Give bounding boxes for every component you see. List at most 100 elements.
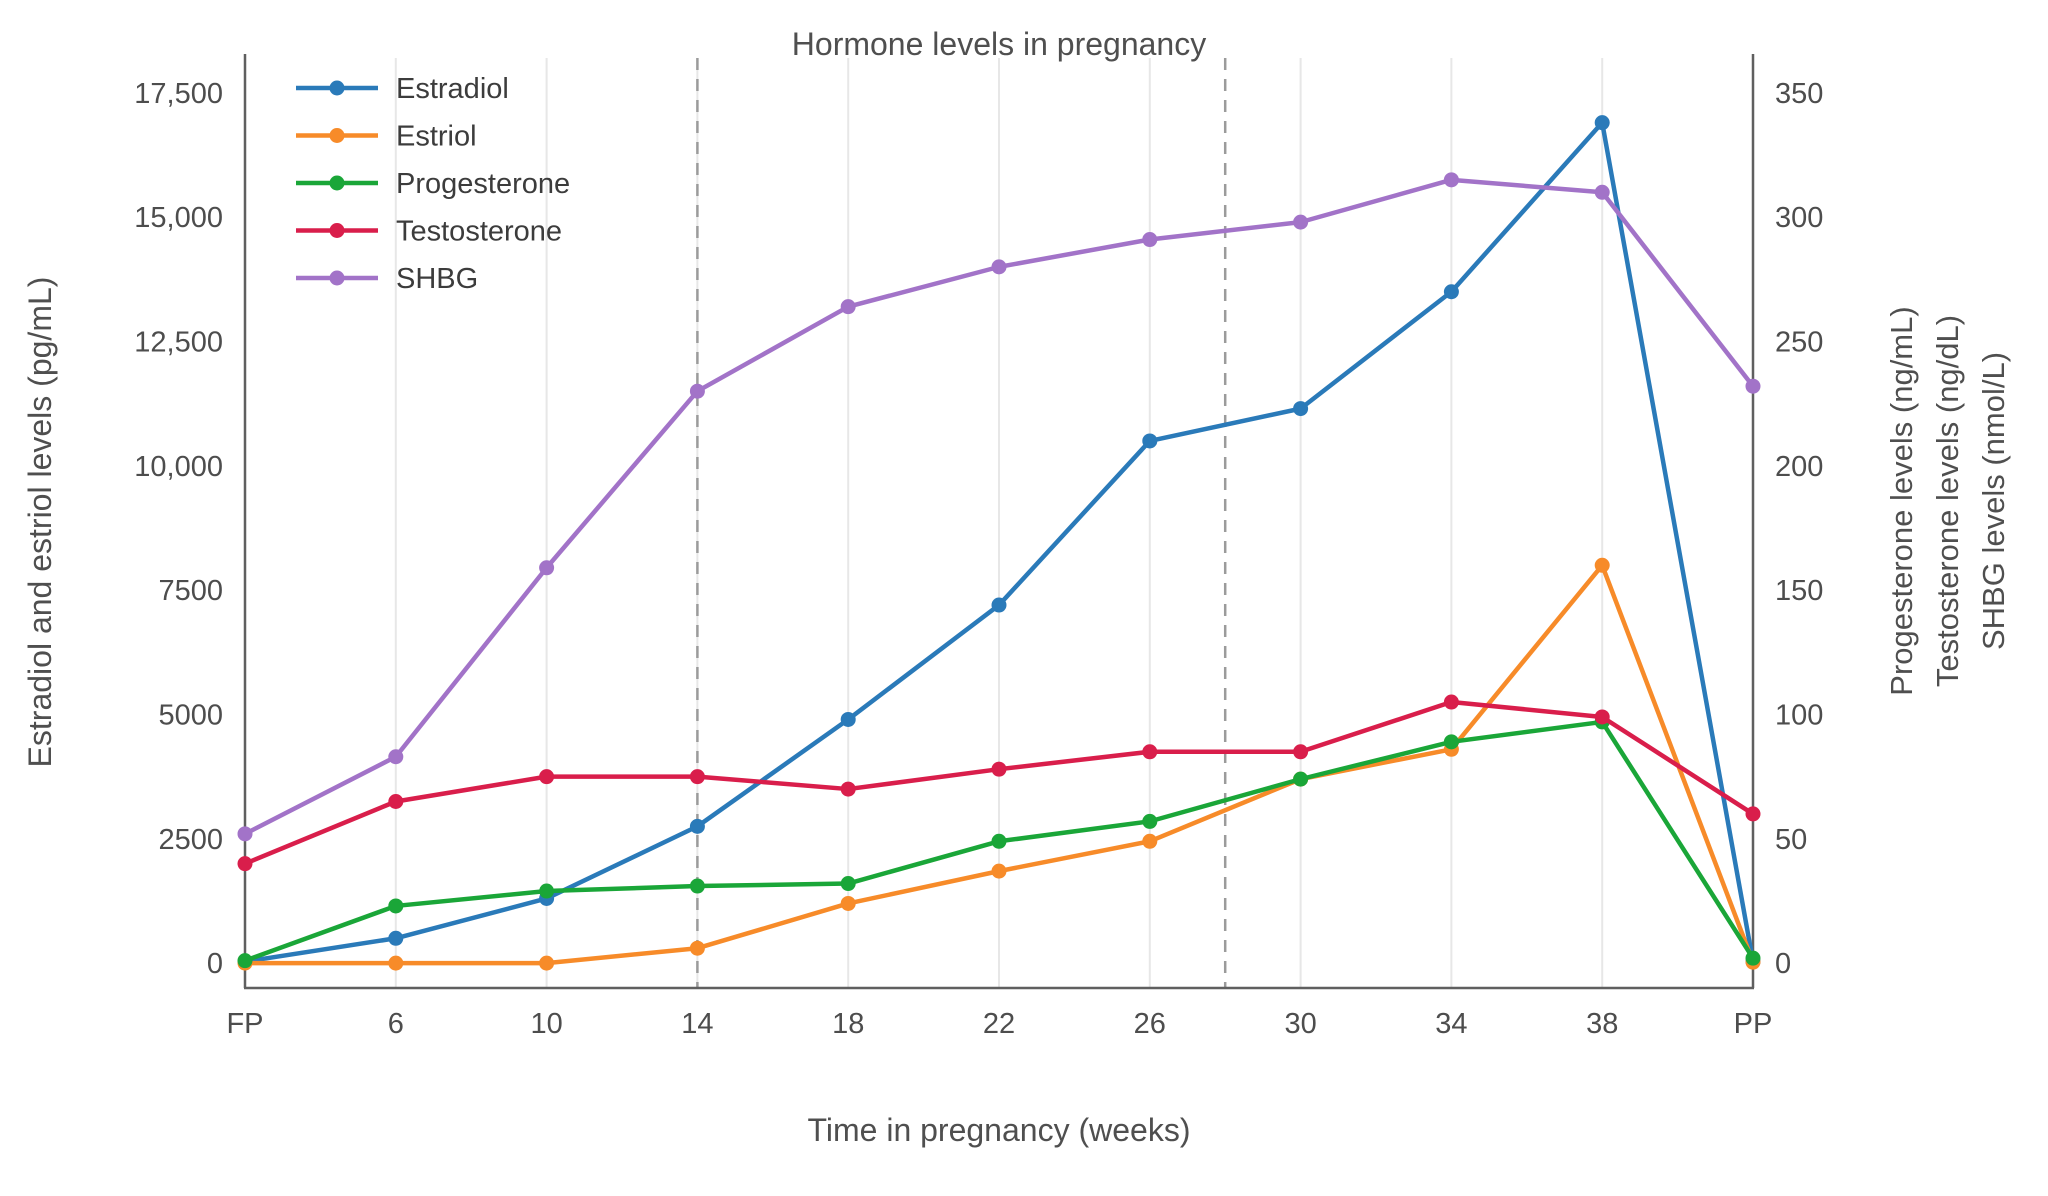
left-axis-tick-label: 12,500	[134, 326, 223, 358]
data-point-estriol	[991, 863, 1007, 879]
chart-title: Hormone levels in pregnancy	[791, 26, 1207, 62]
data-point-progesterone	[1745, 950, 1761, 966]
data-point-shbg	[1293, 214, 1309, 230]
series-shbg	[237, 172, 1761, 842]
series-testosterone	[237, 694, 1761, 872]
legend-item-estriol[interactable]: Estriol	[296, 121, 477, 153]
data-point-shbg	[1745, 378, 1761, 394]
data-point-shbg	[388, 749, 404, 765]
data-point-shbg	[1594, 184, 1610, 200]
x-axis-tick-label: 22	[983, 1008, 1015, 1040]
legend-marker-swatch	[329, 270, 345, 286]
data-point-shbg	[237, 826, 253, 842]
x-axis-title: Time in pregnancy (weeks)	[807, 1112, 1191, 1148]
legend-item-testosterone[interactable]: Testosterone	[296, 216, 562, 248]
x-axis-tick-label: 30	[1284, 1008, 1316, 1040]
x-axis-tick-label: 6	[388, 1008, 404, 1040]
x-axis-tick-label: 18	[832, 1008, 864, 1040]
data-point-shbg	[689, 383, 705, 399]
x-axis-tick-label: 34	[1435, 1008, 1467, 1040]
left-axis-tick-label: 0	[207, 948, 223, 980]
legend-marker-swatch	[329, 128, 345, 143]
left-axis-tick-label: 5000	[158, 699, 223, 731]
right-axis-tick-label: 0	[1775, 948, 1791, 980]
legend-label: SHBG	[396, 263, 478, 295]
right-axis-title-shbg: SHBG levels (nmol/L)	[1976, 351, 2011, 651]
data-point-shbg	[539, 560, 555, 576]
data-point-testosterone	[539, 769, 555, 785]
right-axis-tick-label: 150	[1775, 575, 1823, 607]
data-point-estradiol	[388, 930, 404, 946]
data-point-estradiol	[1443, 284, 1459, 300]
data-point-testosterone	[388, 794, 404, 810]
data-point-progesterone	[237, 953, 253, 969]
data-point-estradiol	[840, 711, 856, 727]
x-axis-tick-label: PP	[1734, 1008, 1773, 1040]
right-axis-tick-label: 300	[1775, 202, 1823, 234]
data-point-estriol	[388, 955, 404, 971]
data-point-progesterone	[991, 833, 1007, 849]
series-estradiol	[237, 115, 1761, 970]
legend-label: Estradiol	[396, 73, 509, 105]
data-point-testosterone	[991, 761, 1007, 777]
right-axis-tick-label: 200	[1775, 451, 1823, 483]
legend-item-estradiol[interactable]: Estradiol	[296, 73, 509, 105]
data-point-testosterone	[1142, 744, 1158, 760]
left-axis-title: Estradiol and estriol levels (pg/mL)	[22, 276, 58, 768]
data-point-estradiol	[1293, 401, 1309, 417]
data-point-estriol	[1142, 833, 1158, 849]
data-point-testosterone	[1594, 709, 1610, 725]
x-axis-tick-label: 10	[530, 1008, 562, 1040]
data-point-estriol	[539, 955, 555, 971]
data-point-estriol	[1594, 557, 1610, 573]
data-point-shbg	[1443, 172, 1459, 188]
legend-marker-swatch	[329, 223, 345, 238]
legend-label: Progesterone	[396, 168, 570, 200]
data-point-progesterone	[388, 898, 404, 914]
legend-label: Testosterone	[396, 216, 562, 248]
data-point-progesterone	[1142, 813, 1158, 829]
right-axis-tick-label: 50	[1775, 824, 1807, 856]
right-axis-title: Progesterone levels (ng/mL) Testosterone…	[1879, 51, 2017, 951]
legend-item-shbg[interactable]: SHBG	[296, 263, 478, 295]
data-point-progesterone	[1443, 734, 1459, 750]
legend-label: Estriol	[396, 121, 477, 153]
data-point-estriol	[689, 940, 705, 956]
data-point-progesterone	[1293, 771, 1309, 787]
left-axis-tick-label: 2500	[158, 824, 223, 856]
left-axis-tick-label: 7500	[158, 575, 223, 607]
data-point-estradiol	[1142, 433, 1158, 449]
data-point-estradiol	[991, 597, 1007, 613]
right-axis-tick-label: 350	[1775, 78, 1823, 110]
x-axis-tick-label: FP	[226, 1008, 263, 1040]
x-axis-tick-label: 14	[681, 1008, 713, 1040]
data-point-progesterone	[689, 878, 705, 894]
data-point-testosterone	[689, 769, 705, 785]
data-point-estriol	[840, 895, 856, 911]
data-point-shbg	[1142, 232, 1158, 248]
data-point-estradiol	[689, 818, 705, 834]
legend-marker-swatch	[329, 175, 345, 191]
data-point-estradiol	[1594, 115, 1610, 131]
data-point-testosterone	[1745, 806, 1761, 822]
legend-marker-swatch	[329, 80, 345, 96]
data-point-shbg	[840, 299, 856, 315]
data-point-testosterone	[1443, 694, 1459, 710]
left-axis-tick-label: 17,500	[134, 78, 223, 110]
data-point-shbg	[991, 259, 1007, 275]
right-axis-tick-label: 100	[1775, 699, 1823, 731]
left-axis-tick-label: 15,000	[134, 202, 223, 234]
right-axis-tick-label: 250	[1775, 326, 1823, 358]
legend: Estradiol Estriol Progesterone Testosterone…	[296, 73, 570, 295]
x-axis-tick-label: 38	[1586, 1008, 1618, 1040]
x-axis-tick-label: 26	[1134, 1008, 1166, 1040]
data-point-progesterone	[840, 876, 856, 892]
data-point-progesterone	[539, 883, 555, 899]
data-point-testosterone	[237, 856, 253, 872]
right-axis-title-testosterone: Testosterone levels (ng/dL)	[1930, 314, 1965, 688]
data-point-testosterone	[840, 781, 856, 797]
legend-item-progesterone[interactable]: Progesterone	[296, 168, 570, 200]
right-axis-title-progesterone: Progesterone levels (ng/mL)	[1884, 306, 1919, 696]
